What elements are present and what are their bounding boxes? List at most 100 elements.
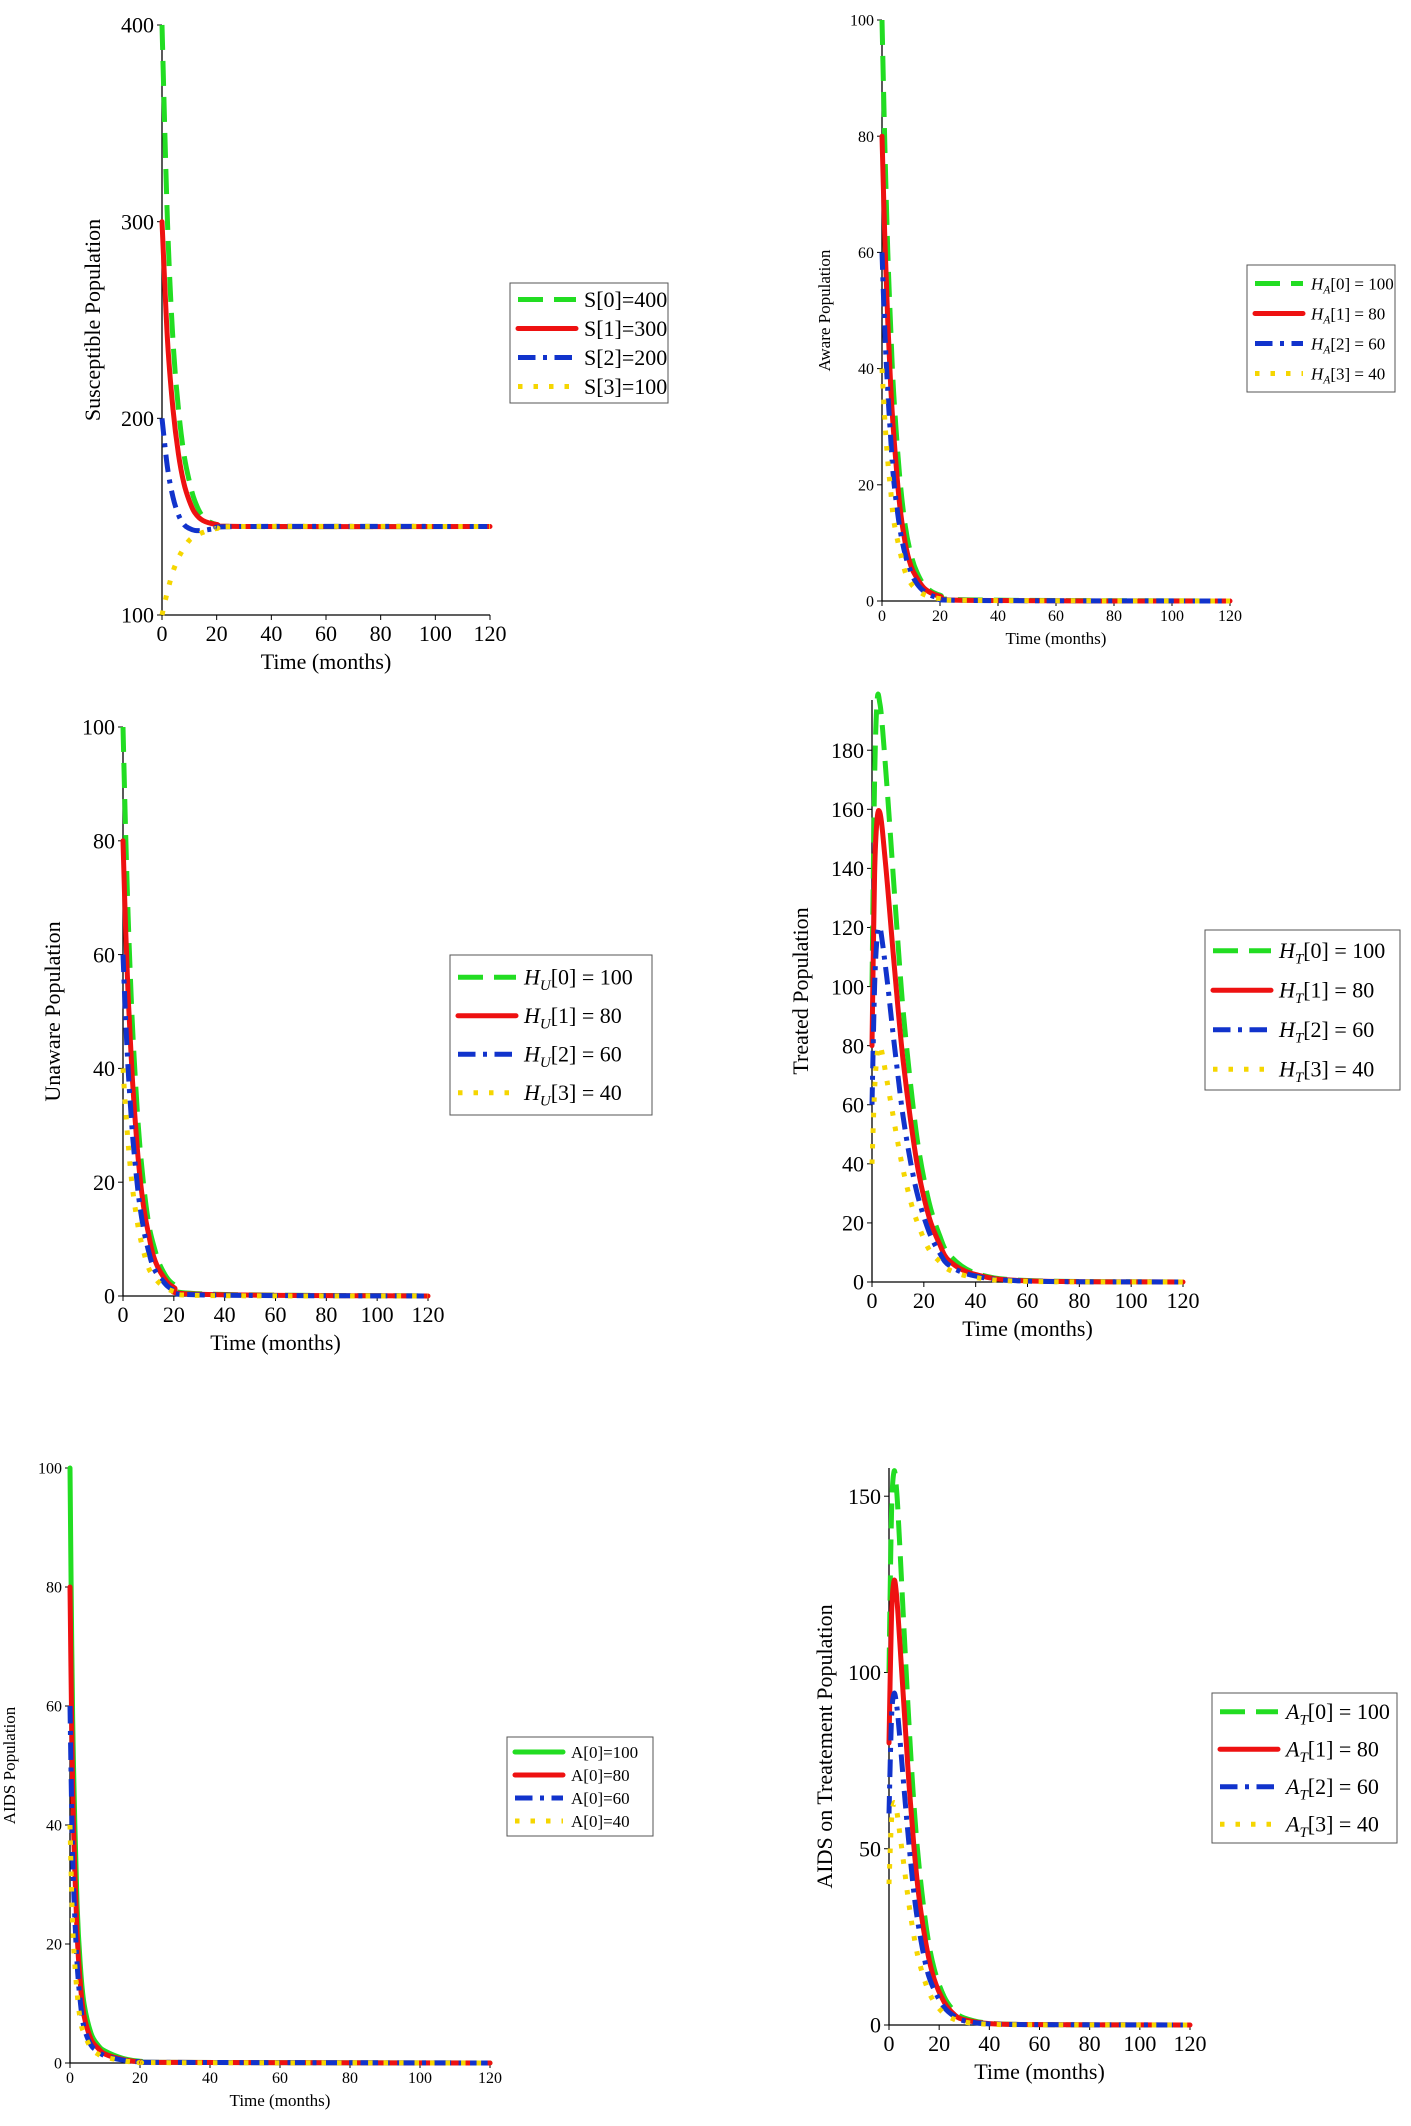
y-tick-label: 20 — [858, 477, 874, 494]
y-tick-label: 60 — [93, 942, 115, 967]
series-line-3 — [120, 1068, 429, 1299]
legend-entry-3: HA[3] = 40 — [1310, 364, 1385, 386]
x-axis-label: Time (months) — [210, 1330, 341, 1355]
legend-entry-1: A[0]=80 — [571, 1766, 630, 1785]
y-tick-label: 40 — [842, 1152, 864, 1177]
legend-main: H — [1310, 274, 1325, 293]
series-line-2 — [120, 954, 429, 1299]
legend-rest: [3] = 40 — [551, 1080, 622, 1105]
y-tick-label: 180 — [831, 738, 864, 763]
y-axis-label: Aware Population — [815, 249, 834, 371]
x-tick-label: 40 — [260, 621, 282, 646]
legend-entry-0: A[0]=100 — [571, 1743, 638, 1762]
x-tick-label: 100 — [1115, 1288, 1148, 1313]
legend-rest: [2] = 60 — [1330, 334, 1385, 353]
chart-aids-treatment: 0 20 40 60 80 100 120 0 50 100 150 Time (months) AID… — [812, 1468, 1398, 2084]
x-tick-label: 60 — [1017, 1288, 1039, 1313]
legend-entry-1: AT[1] = 80 — [1284, 1737, 1379, 1767]
y-tick-label: 40 — [46, 1818, 62, 1835]
legend-main: A — [1284, 1774, 1300, 1799]
legend-box — [1211, 1692, 1398, 1844]
x-tick-label: 20 — [163, 1302, 185, 1327]
legend-box — [449, 954, 653, 1116]
legend-entry-1: S[1]=300 — [584, 316, 667, 341]
chart-treated: 0 20 40 60 80 100 120 0 20 40 60 80 100 120 140 160 180 T… — [788, 691, 1401, 1341]
legend-entry-3: A[0]=40 — [571, 1812, 630, 1831]
y-axis-label: AIDS on Treatement Population — [812, 1604, 837, 1888]
y-axis-label: AIDS Population — [0, 1706, 19, 1824]
legend-rest: [0] = 100 — [1308, 1699, 1390, 1724]
x-tick-label: 60 — [265, 1302, 287, 1327]
x-tick-label: 20 — [206, 621, 228, 646]
legend-entry-3: AT[3] = 40 — [1284, 1812, 1379, 1842]
legend-entry-1: HA[1] = 80 — [1310, 304, 1385, 326]
chart-susceptible: 0 20 40 60 80 100 120 100 200 300 400 Time (months)… — [80, 13, 669, 674]
series-line-3 — [886, 1800, 1191, 2028]
legend-sub: U — [540, 1055, 552, 1071]
legend-rest: [2] = 60 — [551, 1042, 622, 1067]
legend-entry-0: HA[0] = 100 — [1310, 274, 1394, 296]
x-tick-label: 80 — [1068, 1288, 1090, 1313]
series-line-3 — [879, 368, 1231, 604]
x-tick-label: 0 — [118, 1302, 129, 1327]
x-tick-label: 60 — [315, 621, 337, 646]
legend-rest: [2] = 60 — [1308, 1774, 1379, 1799]
y-tick-label: 100 — [82, 715, 115, 740]
y-tick-label: 20 — [46, 1937, 62, 1954]
legend-main: H — [1278, 1017, 1296, 1042]
legend: A[0]=100 A[0]=80 A[0]=60 A[0]=40 — [506, 1736, 654, 1837]
legend-sub: T — [1295, 991, 1305, 1007]
y-tick-label: 160 — [831, 797, 864, 822]
legend-main: H — [1278, 938, 1296, 963]
legend-main: H — [1310, 334, 1325, 353]
legend-rest: [1] = 80 — [551, 1003, 622, 1028]
y-tick-label: 20 — [93, 1170, 115, 1195]
x-tick-label: 0 — [884, 2031, 895, 2056]
legend-main: H — [1278, 1057, 1296, 1082]
x-tick-label: 80 — [1079, 2031, 1101, 2056]
x-axis-label: Time (months) — [962, 1316, 1093, 1341]
legend-sub: T — [1299, 1788, 1309, 1804]
y-axis-label: Susceptible Population — [80, 219, 105, 421]
y-tick-label: 100 — [848, 1660, 881, 1685]
legend-rest: [0] = 100 — [1303, 938, 1385, 963]
y-tick-label: 0 — [104, 1284, 115, 1309]
series-line-1 — [120, 838, 431, 1299]
y-tick-label: 100 — [831, 974, 864, 999]
y-tick-label: 80 — [858, 129, 874, 146]
x-tick-label: 80 — [315, 1302, 337, 1327]
y-tick-label: 60 — [842, 1092, 864, 1117]
legend-main: A — [1284, 1737, 1300, 1762]
chart-unaware: 0 20 40 60 80 100 120 0 20 40 60 80 100 Time (months)… — [40, 715, 653, 1355]
series-line-1 — [869, 808, 1186, 1285]
legend-entry-0: HU[0] = 100 — [523, 965, 633, 995]
series-line-0 — [869, 691, 1184, 1285]
legend-sub: U — [540, 1094, 552, 1110]
x-tick-label: 0 — [157, 621, 168, 646]
legend-box — [1204, 929, 1401, 1091]
x-tick-label: 60 — [272, 2070, 288, 2087]
y-tick-label: 60 — [858, 245, 874, 262]
y-tick-label: 150 — [848, 1484, 881, 1509]
x-tick-label: 80 — [342, 2070, 358, 2087]
legend-rest: [3] = 40 — [1308, 1812, 1379, 1837]
y-tick-label: 0 — [870, 2013, 881, 2038]
y-tick-label: 40 — [93, 1056, 115, 1081]
legend-entry-3: HU[3] = 40 — [523, 1080, 622, 1110]
series-line-1 — [159, 219, 493, 530]
legend-sub: U — [540, 978, 552, 994]
series-line-3 — [67, 1824, 491, 2066]
series-line-2 — [67, 1705, 491, 2066]
x-tick-label: 20 — [928, 2031, 950, 2056]
chart-aware: 0 20 40 60 80 100 120 0 20 40 60 80 100 Time (months)… — [815, 13, 1396, 648]
y-tick-label: 60 — [46, 1699, 62, 1716]
y-tick-label: 50 — [859, 1836, 881, 1861]
x-tick-label: 60 — [1029, 2031, 1051, 2056]
legend-rest: [2] = 60 — [1303, 1017, 1374, 1042]
legend-main: A — [1284, 1699, 1300, 1724]
y-axis-label: Treated Population — [788, 907, 813, 1074]
x-tick-label: 0 — [66, 2070, 74, 2087]
y-tick-label: 40 — [858, 361, 874, 378]
